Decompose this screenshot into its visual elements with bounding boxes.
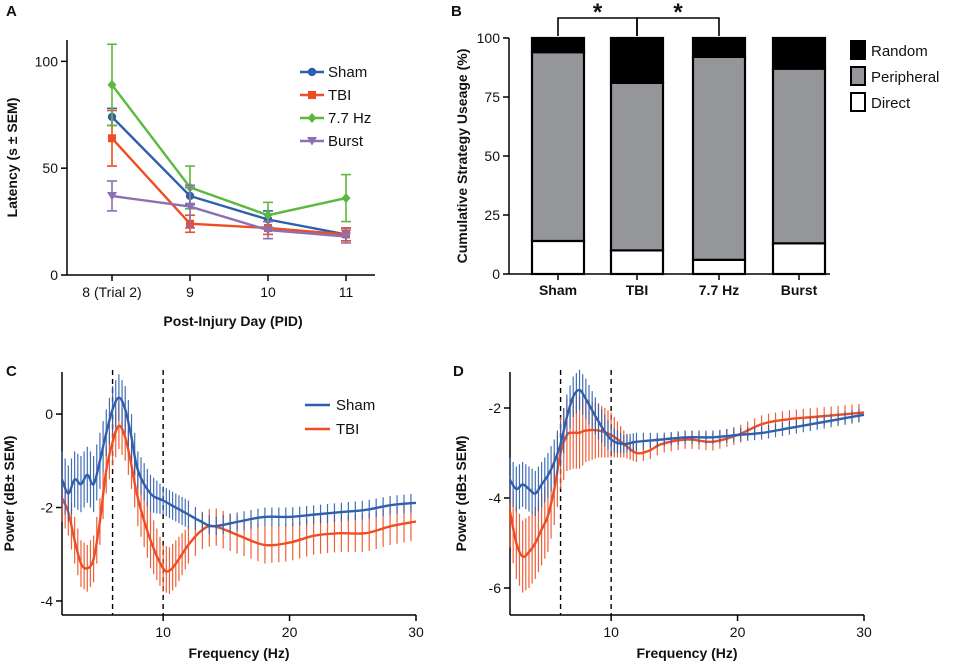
a-x-tick-label: 10 [260,284,276,300]
b-legend-swatch-random [850,40,866,60]
a-y-axis-label: Latency (s ± SEM) [4,98,20,218]
b-x-tick-label: 7.7 Hz [699,282,739,298]
c-legend-label-sham: Sham [336,397,375,414]
d-y-tick-label: -2 [489,400,502,416]
a-x-tick-label: 9 [186,284,194,300]
b-legend-label-peripheral: Peripheral [871,69,939,86]
a-legend-marker-burst [307,137,317,146]
b-legend-label-random: Random [871,43,928,60]
b-legend-swatch-peripheral [850,66,866,86]
a-x-axis-label: Post-Injury Day (PID) [163,313,302,329]
a-y-tick-label: 100 [35,53,59,69]
a-point-burst [341,232,351,242]
a-point-hz77 [107,79,117,90]
c-x-tick-label: 30 [408,624,424,640]
a-series-line-hz77 [111,84,347,217]
a-legend-label-burst: Burst [328,133,364,150]
d-x-axis-label: Frequency (Hz) [636,645,737,661]
b-legend-swatch-direct [850,92,866,112]
a-legend-marker-sham [307,67,317,77]
d-x-tick-label: 30 [856,624,872,640]
panel-label-c: C [6,363,17,380]
b-bar-segment-random [530,36,586,54]
a-y-tick-label: 0 [50,267,58,283]
b-significance-star: * [673,0,683,26]
b-legend-label-direct: Direct [871,95,911,112]
b-y-tick-label: 100 [477,30,501,46]
d-series-line-sham [508,388,865,495]
b-bar-segment-random [691,36,747,58]
panel-label-b: B [451,3,462,20]
d-x-tick-label: 20 [730,624,746,640]
c-y-axis-label: Power (dB± SEM) [1,436,17,552]
a-point-tbi [108,134,116,143]
a-point-hz77 [263,210,273,221]
d-x-tick-label: 10 [603,624,619,640]
a-series-line-sham [111,116,347,236]
a-legend-marker-tbi [308,91,316,99]
a-legend-label-hz77: 7.7 Hz [328,110,371,127]
a-point-burst [263,226,273,235]
b-bar-segment-random [771,36,827,70]
b-x-tick-label: Burst [781,282,818,298]
d-y-axis-label: Power (dB± SEM) [453,436,469,552]
a-y-tick-label: 50 [42,160,58,176]
a-point-burst [185,202,195,212]
c-x-tick-label: 20 [282,624,298,640]
b-bar-segment-peripheral [609,81,665,252]
b-bar-segment-direct [771,242,827,276]
b-bar-segment-direct [609,249,665,276]
b-bar-segment-direct [691,258,747,276]
b-y-axis-label: Cumulative Strategy Useage (%) [454,49,470,264]
b-bar-segment-random [609,36,665,84]
b-x-tick-label: TBI [626,282,649,298]
a-point-burst [107,191,117,201]
a-x-tick-label: 11 [339,284,354,300]
a-legend-label-sham: Sham [328,64,367,81]
b-bar-segment-peripheral [691,55,747,261]
d-y-tick-label: -6 [489,580,502,596]
b-bar-segment-peripheral [771,67,827,245]
panel-label-d: D [453,363,464,380]
b-y-tick-label: 0 [492,266,500,282]
a-point-hz77 [341,193,351,204]
b-y-tick-label: 50 [484,148,500,164]
b-y-tick-label: 25 [484,207,500,223]
c-legend-label-tbi: TBI [336,421,359,438]
a-series-line-burst [111,194,347,238]
d-y-tick-label: -4 [489,490,502,506]
a-x-tick-label: 8 (Trial 2) [82,284,141,300]
b-significance-star: * [593,0,603,26]
c-x-axis-label: Frequency (Hz) [188,645,289,661]
b-bar-segment-direct [530,239,586,276]
b-significance-bracket [636,17,720,36]
b-x-tick-label: Sham [539,282,577,298]
c-y-tick-label: -4 [41,593,54,609]
c-series-line-tbi [60,424,417,573]
a-legend-marker-hz77 [307,113,317,123]
b-bar-segment-peripheral [530,51,586,243]
c-x-tick-label: 10 [155,624,171,640]
b-y-tick-label: 75 [484,89,500,105]
c-y-tick-label: -2 [41,500,54,516]
a-legend-label-tbi: TBI [328,87,351,104]
c-series-line-sham [60,396,417,528]
c-y-tick-label: 0 [45,406,53,422]
a-series-line-tbi [111,137,347,236]
panel-label-a: A [6,3,17,20]
